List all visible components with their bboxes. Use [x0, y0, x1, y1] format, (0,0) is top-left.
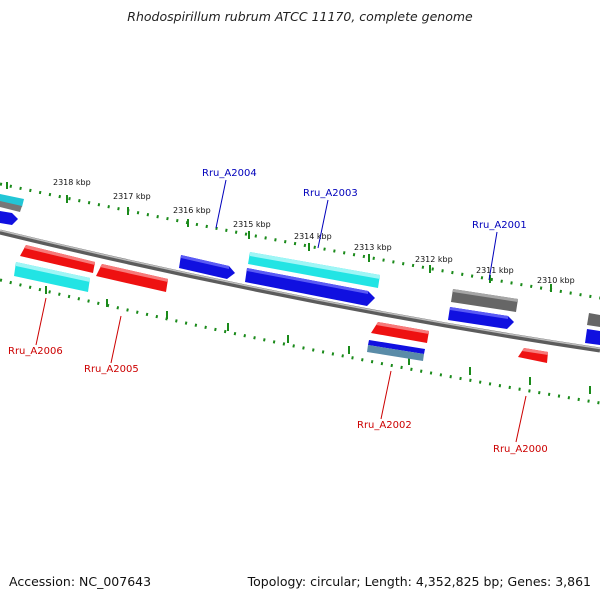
tick-label-2312: 2312 kbp: [415, 255, 453, 264]
gene-label-rru-a2004[interactable]: Rru_A2004: [202, 168, 257, 179]
gene-rru-a2005[interactable]: [96, 264, 168, 292]
tick-label-2318: 2318 kbp: [53, 178, 91, 187]
lower-major-ticks: [45, 286, 591, 394]
gene-rru-a2002[interactable]: [367, 340, 425, 361]
gene-blue-right[interactable]: [448, 307, 514, 329]
tick-label-2313: 2313 kbp: [354, 243, 392, 252]
gene-blue-edge-right[interactable]: [585, 329, 600, 345]
gene-rru-a2006-red[interactable]: [20, 245, 95, 273]
gene-grey-cyan-edge-left[interactable]: [0, 194, 24, 212]
gene-rru-a2006[interactable]: [14, 262, 90, 292]
gene-label-rru-a2002[interactable]: Rru_A2002: [357, 420, 412, 431]
gene-rru-a2003[interactable]: [248, 252, 380, 288]
gene-label-rru-a2000[interactable]: Rru_A2000: [493, 444, 548, 455]
gene-rru-a2002-red[interactable]: [371, 322, 429, 343]
gene-rru-a2000[interactable]: [518, 348, 548, 363]
gene-label-rru-a2006[interactable]: Rru_A2006: [8, 346, 63, 357]
tick-label-2317: 2317 kbp: [113, 192, 151, 201]
tick-label-2316: 2316 kbp: [173, 206, 211, 215]
label-leaders-top: [215, 179, 498, 281]
genome-title: Rhodospirillum rubrum ATCC 11170, comple…: [127, 9, 473, 24]
genome-backbone-highlight: [0, 229, 600, 350]
gene-rru-a2001[interactable]: [451, 289, 518, 312]
gene-blue-edge-left[interactable]: [0, 211, 18, 225]
upper-major-ticks: [6, 182, 552, 292]
label-leaders-bottom: [35, 297, 527, 443]
gene-label-rru-a2003[interactable]: Rru_A2003: [303, 188, 358, 199]
tick-label-2310: 2310 kbp: [537, 276, 575, 285]
gene-label-rru-a2005[interactable]: Rru_A2005: [84, 364, 139, 375]
gene-rru-a2004[interactable]: [179, 255, 235, 279]
accession-text: Accession: NC_007643: [9, 574, 152, 589]
gene-grey-edge-right[interactable]: [587, 313, 600, 327]
tick-label-2311: 2311 kbp: [476, 266, 514, 275]
tick-label-2314: 2314 kbp: [294, 232, 332, 241]
genome-summary-text: Topology: circular; Length: 4,352,825 bp…: [247, 574, 591, 589]
tick-label-2315: 2315 kbp: [233, 220, 271, 229]
gene-label-rru-a2001[interactable]: Rru_A2001: [472, 220, 527, 231]
gene-blue-long[interactable]: [245, 268, 375, 306]
genome-backbone: [0, 229, 600, 353]
